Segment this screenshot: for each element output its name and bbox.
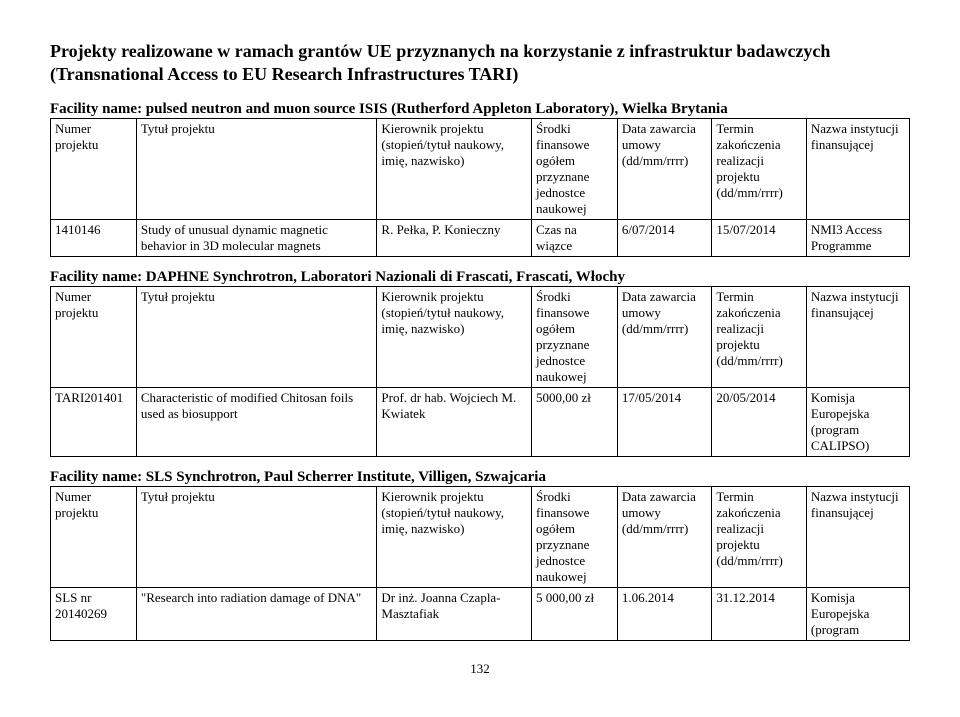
- th-srodki: Środki finansowe ogółem przyznane jednos…: [532, 486, 618, 587]
- cell-termin: 15/07/2014: [712, 219, 806, 256]
- cell-title: Study of unusual dynamic magnetic behavi…: [136, 219, 377, 256]
- cell-data: 1.06.2014: [617, 587, 711, 640]
- table-3: Numer projektu Tytuł projektu Kierownik …: [50, 486, 910, 641]
- cell-data: 17/05/2014: [617, 387, 711, 456]
- cell-title: Characteristic of modified Chitosan foil…: [136, 387, 377, 456]
- table-header-row: Numer projektu Tytuł projektu Kierownik …: [51, 286, 910, 387]
- table-1: Numer projektu Tytuł projektu Kierownik …: [50, 118, 910, 257]
- th-title: Tytuł projektu: [136, 286, 377, 387]
- table-header-row: Numer projektu Tytuł projektu Kierownik …: [51, 118, 910, 219]
- cell-title: "Research into radiation damage of DNA": [136, 587, 377, 640]
- th-num: Numer projektu: [51, 118, 137, 219]
- cell-num: 1410146: [51, 219, 137, 256]
- cell-kierownik: R. Pełka, P. Konieczny: [377, 219, 532, 256]
- cell-srodki: 5000,00 zł: [532, 387, 618, 456]
- cell-nazwa: Komisja Europejska (program CALIPSO): [806, 387, 909, 456]
- th-termin: Termin zakończenia realizacji projektu (…: [712, 286, 806, 387]
- cell-num: SLS nr 20140269: [51, 587, 137, 640]
- table-2: Numer projektu Tytuł projektu Kierownik …: [50, 286, 910, 457]
- th-num: Numer projektu: [51, 486, 137, 587]
- th-data: Data zawarcia umowy (dd/mm/rrrr): [617, 486, 711, 587]
- cell-srodki: 5 000,00 zł: [532, 587, 618, 640]
- table-row: 1410146 Study of unusual dynamic magneti…: [51, 219, 910, 256]
- cell-termin: 31.12.2014: [712, 587, 806, 640]
- facility-label-3: Facility name: SLS Synchrotron, Paul Sch…: [50, 469, 910, 486]
- main-title: Projekty realizowane w ramach grantów UE…: [50, 40, 910, 87]
- th-termin: Termin zakończenia realizacji projektu (…: [712, 118, 806, 219]
- cell-num: TARI201401: [51, 387, 137, 456]
- th-nazwa: Nazwa instytucji finansującej: [806, 118, 909, 219]
- facility-label-1: Facility name: pulsed neutron and muon s…: [50, 101, 910, 118]
- cell-srodki: Czas na wiązce: [532, 219, 618, 256]
- th-nazwa: Nazwa instytucji finansującej: [806, 486, 909, 587]
- cell-kierownik: Dr inż. Joanna Czapla-Masztafiak: [377, 587, 532, 640]
- cell-nazwa: Komisja Europejska (program: [806, 587, 909, 640]
- page-number: 132: [50, 661, 910, 677]
- cell-nazwa: NMI3 Access Programme: [806, 219, 909, 256]
- table-row: SLS nr 20140269 "Research into radiation…: [51, 587, 910, 640]
- th-srodki: Środki finansowe ogółem przyznane jednos…: [532, 286, 618, 387]
- facility-label-2: Facility name: DAPHNE Synchrotron, Labor…: [50, 269, 910, 286]
- th-nazwa: Nazwa instytucji finansującej: [806, 286, 909, 387]
- th-title: Tytuł projektu: [136, 486, 377, 587]
- cell-kierownik: Prof. dr hab. Wojciech M. Kwiatek: [377, 387, 532, 456]
- th-kierownik: Kierownik projektu (stopień/tytuł naukow…: [377, 286, 532, 387]
- th-title: Tytuł projektu: [136, 118, 377, 219]
- cell-data: 6/07/2014: [617, 219, 711, 256]
- th-kierownik: Kierownik projektu (stopień/tytuł naukow…: [377, 486, 532, 587]
- th-srodki: Środki finansowe ogółem przyznane jednos…: [532, 118, 618, 219]
- th-termin: Termin zakończenia realizacji projektu (…: [712, 486, 806, 587]
- cell-termin: 20/05/2014: [712, 387, 806, 456]
- th-data: Data zawarcia umowy (dd/mm/rrrr): [617, 118, 711, 219]
- table-row: TARI201401 Characteristic of modified Ch…: [51, 387, 910, 456]
- th-kierownik: Kierownik projektu (stopień/tytuł naukow…: [377, 118, 532, 219]
- th-num: Numer projektu: [51, 286, 137, 387]
- table-header-row: Numer projektu Tytuł projektu Kierownik …: [51, 486, 910, 587]
- th-data: Data zawarcia umowy (dd/mm/rrrr): [617, 286, 711, 387]
